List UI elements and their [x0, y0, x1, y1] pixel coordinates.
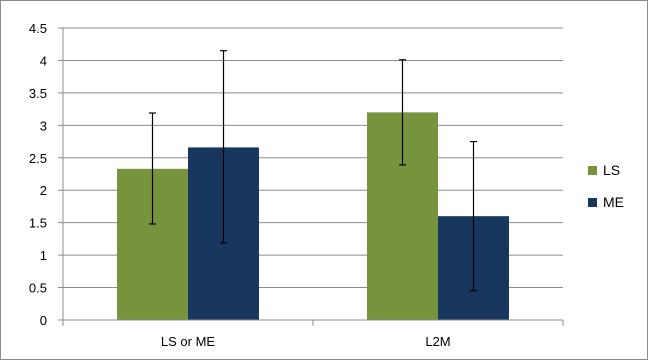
y-tick-label: 0.5 — [29, 281, 47, 296]
axes — [62, 28, 564, 326]
y-tick-label: 1 — [40, 248, 47, 263]
x-tick-label: LS or ME — [161, 334, 216, 349]
y-tick-label: 2 — [40, 183, 47, 198]
y-tick-label: 2.5 — [29, 151, 47, 166]
y-axis-ticks: 0 0.5 1 1.5 2 2.5 3 3.5 4 4.5 — [29, 21, 63, 328]
x-axis-labels: LS or ME L2M — [161, 334, 451, 349]
legend-label-ls: LS — [603, 162, 620, 178]
bars — [117, 112, 509, 320]
y-tick-label: 3.5 — [29, 86, 47, 101]
legend-label-me: ME — [603, 194, 624, 210]
legend-swatch-me — [588, 198, 597, 207]
y-tick-label: 0 — [40, 313, 47, 328]
y-tick-label: 4 — [40, 53, 47, 68]
y-tick-label: 4.5 — [29, 21, 47, 36]
legend-swatch-ls — [588, 166, 597, 175]
y-tick-label: 1.5 — [29, 216, 47, 231]
x-tick-label: L2M — [425, 334, 450, 349]
legend: LS ME — [588, 162, 624, 210]
y-tick-label: 3 — [40, 118, 47, 133]
error-bars — [149, 50, 477, 292]
